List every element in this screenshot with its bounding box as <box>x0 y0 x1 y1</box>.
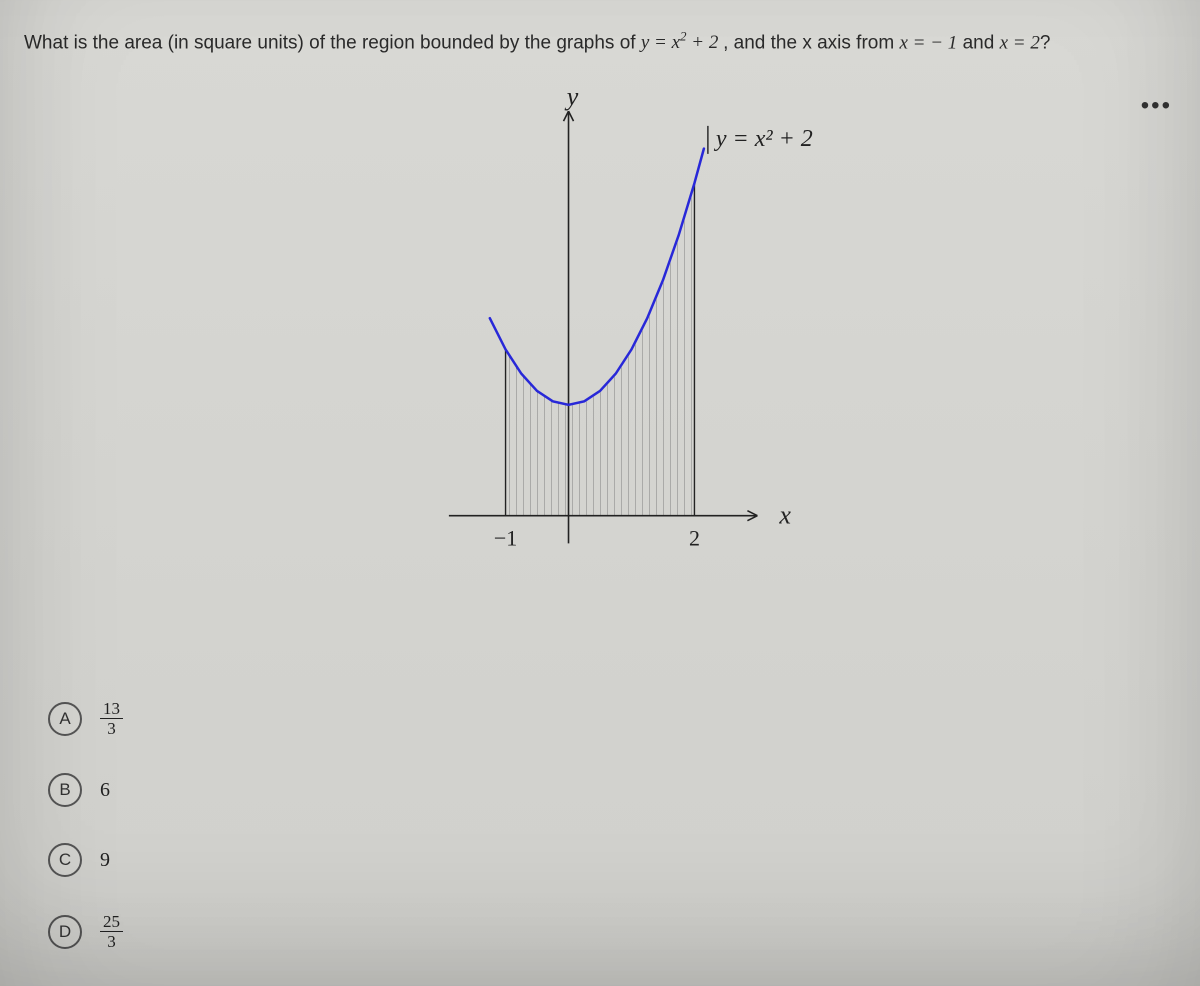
option-value: 9 <box>100 849 110 872</box>
svg-text:x: x <box>778 501 791 530</box>
option-value: 253 <box>100 913 123 950</box>
answer-option-b[interactable]: B6 <box>48 773 123 807</box>
option-value: 6 <box>100 779 110 802</box>
svg-text:2: 2 <box>689 526 700 551</box>
option-letter: B <box>48 773 82 807</box>
equation-1: y = x2 + 2 <box>641 32 723 53</box>
answer-option-d[interactable]: D 253 <box>48 913 123 950</box>
graph-svg: y x −1 2 y = x² + 2 <box>390 80 990 620</box>
option-value: 133 <box>100 700 123 737</box>
answer-options: A 133 B6 C9 D 253 <box>48 700 123 950</box>
option-letter: D <box>48 915 82 949</box>
equation-3: x = 2 <box>1000 32 1040 53</box>
svg-text:−1: −1 <box>494 526 517 551</box>
question-panel: What is the area (in square units) of th… <box>0 0 1200 986</box>
answer-option-c[interactable]: C9 <box>48 843 123 877</box>
equation-2: x = − 1 <box>899 32 957 53</box>
answer-option-a[interactable]: A 133 <box>48 700 123 737</box>
svg-text:y: y <box>564 82 579 111</box>
option-letter: C <box>48 843 82 877</box>
more-options-icon[interactable]: ••• <box>1141 92 1172 120</box>
question-mid: , and the x axis from <box>723 32 899 53</box>
option-letter: A <box>48 702 82 736</box>
question-prefix: What is the area (in square units) of th… <box>24 32 641 53</box>
graph-figure: y x −1 2 y = x² + 2 <box>390 80 990 620</box>
question-text: What is the area (in square units) of th… <box>24 28 1176 57</box>
svg-text:y = x² + 2: y = x² + 2 <box>714 126 813 152</box>
